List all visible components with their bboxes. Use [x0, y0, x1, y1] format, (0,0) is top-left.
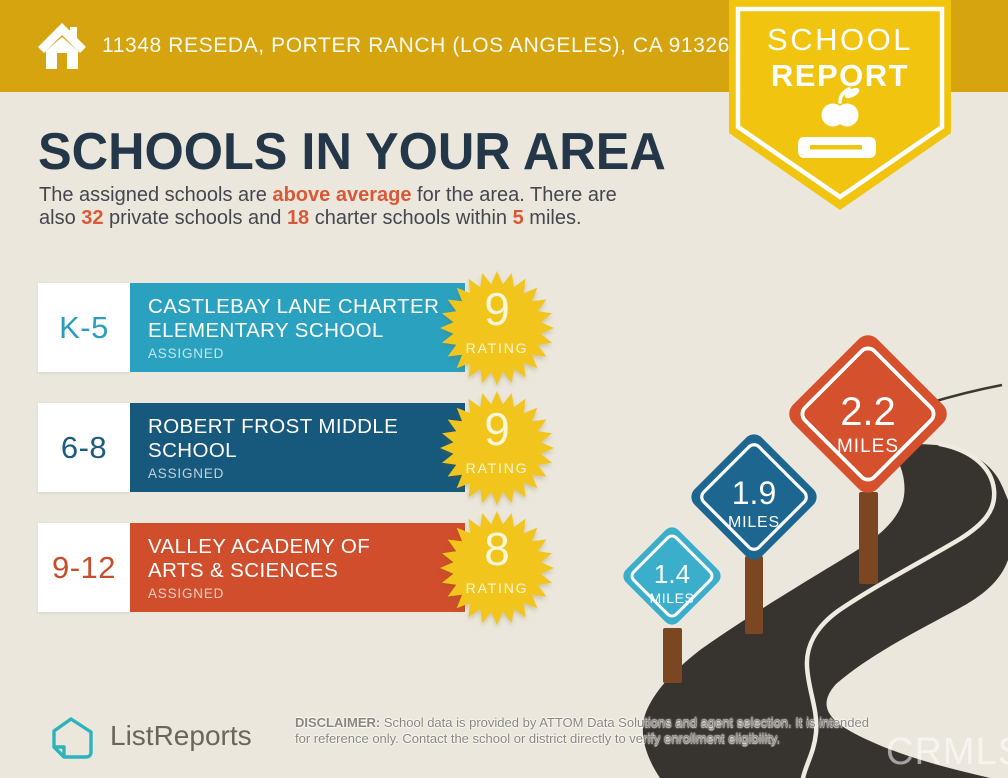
school-name-bar: VALLEY ACADEMY OF ARTS & SCIENCES ASSIGNE… [130, 523, 465, 612]
school-name-bar: ROBERT FROST MIDDLE SCHOOL ASSIGNED [130, 403, 465, 492]
brand-name: ListReports [110, 720, 252, 751]
grade-range: 6-8 [60, 429, 108, 465]
school-name-bar: CASTLEBAY LANE CHARTER ELEMENTARY SCHOOL … [130, 283, 465, 372]
grade-range-box: 9-12 [38, 523, 130, 612]
home-icon [38, 23, 86, 69]
sign-post [859, 492, 878, 584]
rating-value: 8 [484, 523, 510, 575]
road-illustration: 1.4 MILES 1.9 MILES 2.2 MILES [623, 335, 1008, 778]
apple-on-book-icon [798, 87, 876, 158]
school-name: VALLEY ACADEMY OF ARTS & SCIENCES [148, 534, 371, 582]
assigned-label: ASSIGNED [148, 465, 225, 481]
property-address: 11348 RESEDA, PORTER RANCH (LOS ANGELES)… [102, 34, 730, 57]
ribbon-text: SCHOOL REPORT [727, 0, 953, 94]
summary-line-1: The assigned schools are above average f… [39, 184, 617, 206]
listreports-house-icon [52, 717, 93, 759]
rating-badge: 9 RATING [437, 388, 557, 508]
svg-text:2.2: 2.2 [840, 390, 896, 434]
school-name: ROBERT FROST MIDDLE SCHOOL [148, 414, 399, 462]
rating-label: RATING [465, 460, 529, 476]
school-report-ribbon [729, 0, 951, 210]
road-surface [642, 444, 1008, 778]
grade-range: 9-12 [51, 549, 117, 585]
grade-range-box: K-5 [38, 283, 130, 372]
svg-text:1.4: 1.4 [654, 559, 690, 589]
listreports-brand: ListReports [46, 712, 306, 762]
svg-text:1.9: 1.9 [732, 475, 776, 511]
rating-badge: 9 RATING [437, 268, 557, 388]
summary-line-2: also 32 private schools and 18 charter s… [39, 207, 582, 229]
svg-text:MILES: MILES [837, 436, 899, 457]
page-title: SCHOOLS IN YOUR AREA [38, 123, 666, 181]
ribbon-line2: REPORT [770, 58, 910, 93]
svg-text:MILES: MILES [728, 514, 780, 531]
distance-sign-1-9-miles: 1.9 MILES [691, 434, 817, 560]
assigned-label: ASSIGNED [148, 585, 225, 601]
sign-post [745, 556, 763, 634]
disclaimer-label: DISCLAIMER: [295, 715, 381, 730]
rating-label: RATING [465, 340, 529, 356]
distance-sign-1-4-miles: 1.4 MILES [623, 527, 721, 625]
school-name: CASTLEBAY LANE CHARTER ELEMENTARY SCHOOL [148, 294, 440, 342]
school-row-elementary: K-5 CASTLEBAY LANE CHARTER ELEMENTARY SCH… [0, 271, 620, 385]
school-row-high: 9-12 VALLEY ACADEMY OF ARTS & SCIENCES AS… [0, 511, 620, 625]
starburst-icon [440, 391, 554, 505]
rating-badge: 8 RATING [437, 508, 557, 628]
crmls-watermark: CRMLS [886, 731, 1008, 773]
road-center-line [800, 441, 997, 778]
rating-label: RATING [465, 580, 529, 596]
starburst-icon [440, 271, 554, 385]
ribbon-line1: SCHOOL [767, 22, 913, 57]
distance-sign-2-2-miles: 2.2 MILES [789, 335, 947, 493]
rating-value: 9 [484, 283, 510, 335]
school-row-middle: 6-8 ROBERT FROST MIDDLE SCHOOL ASSIGNED 9… [0, 391, 620, 505]
grade-range-box: 6-8 [38, 403, 130, 492]
summary-text: The assigned schools are above average f… [39, 184, 719, 230]
rating-value: 9 [484, 403, 510, 455]
sign-post [663, 628, 682, 683]
grade-range: K-5 [59, 309, 109, 345]
assigned-label: ASSIGNED [148, 345, 225, 361]
svg-text:MILES: MILES [649, 590, 694, 606]
starburst-icon [440, 511, 554, 625]
disclaimer-text: DISCLAIMER: School data is provided by A… [295, 715, 869, 746]
